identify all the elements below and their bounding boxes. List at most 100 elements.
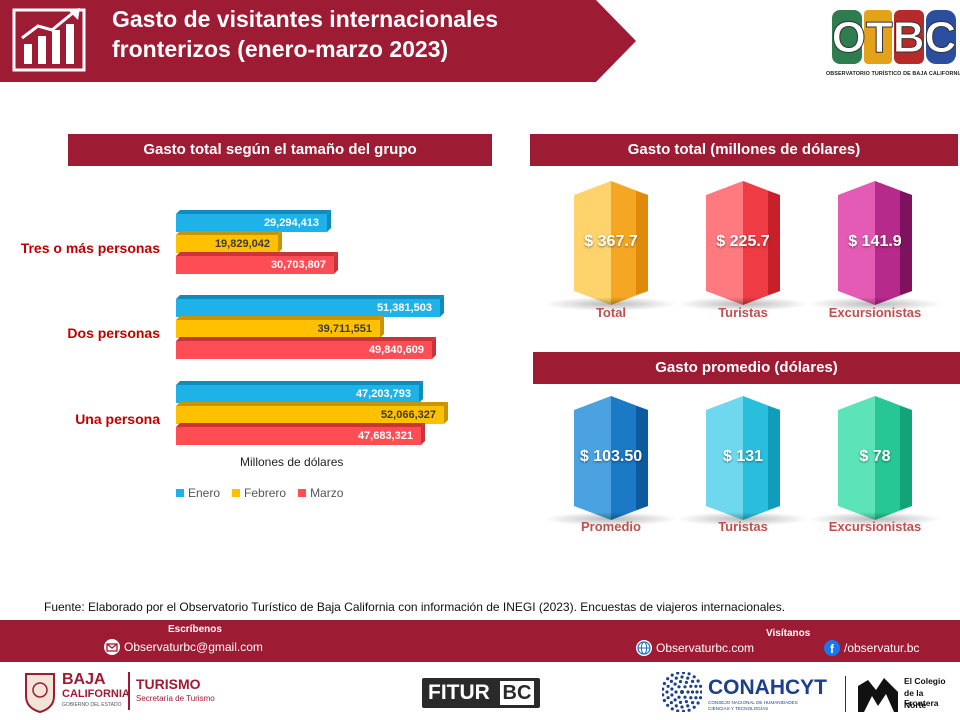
total-spend-category-label: Excursionistas <box>828 305 922 320</box>
total-spend-value-label: $ 141.9 <box>848 233 902 250</box>
svg-text:f: f <box>830 642 835 656</box>
conahcyt-logo: CONAHCYT CONSEJO NACIONAL DE HUMANIDADES… <box>662 672 842 716</box>
website-text: Observaturbc.com <box>656 641 755 655</box>
legend-swatch <box>232 489 241 497</box>
total-spend-column: $ 141.9 <box>838 181 912 305</box>
baja-line1: BAJA <box>62 671 106 688</box>
turismo-sub: Secretaría de Turismo <box>136 694 215 703</box>
column-shadow <box>676 512 810 526</box>
bar-value-label: 47,683,321 <box>357 430 413 442</box>
legend-item-febrero: Febrero <box>232 486 286 500</box>
bar-value-label: 19,829,042 <box>214 238 270 250</box>
conahcyt-sub2: CIENCIAS Y TECNOLOGÍAS <box>708 706 769 711</box>
facebook-link[interactable]: f /observatur.bc <box>824 640 919 656</box>
total-spend-value-label: $ 225.7 <box>716 233 770 250</box>
fitur-text: FITUR <box>428 681 490 704</box>
colef-line3: Norte <box>904 700 927 710</box>
column-shadow <box>544 297 678 311</box>
website-link[interactable]: Observaturbc.com <box>636 640 754 656</box>
bar-value-label: 30,703,807 <box>270 259 326 271</box>
avg-spend-category-label: Promedio <box>581 519 641 534</box>
column-shadow <box>676 297 810 311</box>
bar-value-label: 47,203,793 <box>355 388 411 400</box>
avg-spend-category-label: Excursionistas <box>828 519 922 534</box>
write-heading: Escríbenos <box>168 624 222 635</box>
legend-swatch <box>176 489 184 497</box>
legend-swatch <box>298 489 307 497</box>
avg-spend-column: $ 131 <box>706 396 780 520</box>
avg-spend-value-label: $ 131 <box>722 448 764 465</box>
otbc-logo-caption: OBSERVATORIO TURÍSTICO DE BAJA CALIFORNI… <box>826 71 960 77</box>
baja-california-logo: BAJA CALIFORNIA GOBIERNO DEL ESTADO TURI… <box>22 670 222 714</box>
colef-mountain-icon <box>858 678 898 712</box>
bar-chart-icon <box>8 4 90 74</box>
bar-marzo: 47,683,321 <box>176 423 427 445</box>
column-shadow <box>808 297 942 311</box>
bar-febrero: 52,066,327 <box>176 402 450 424</box>
globe-icon <box>636 640 652 656</box>
header-banner: Gasto de visitantes internacionales fron… <box>0 0 640 82</box>
x-axis-title: Millones de dólares <box>240 455 344 469</box>
page-title-line2: fronterizos (enero-marzo 2023) <box>112 36 449 62</box>
baja-shield-icon <box>25 673 55 714</box>
header-background <box>0 0 636 82</box>
avg-spend-column: $ 103.50 <box>574 396 648 520</box>
otbc-logo-text: OTBC <box>832 13 957 62</box>
bar-febrero: 39,711,551 <box>176 316 386 338</box>
facebook-icon: f <box>824 640 840 656</box>
colef-line1: El Colegio <box>904 676 946 686</box>
column-shadow <box>808 512 942 526</box>
facebook-text: /observatur.bc <box>844 641 920 655</box>
conahcyt-sub1: CONSEJO NACIONAL DE HUMANIDADES <box>708 700 798 705</box>
avg-spend-category-label: Turistas <box>718 519 768 534</box>
logo-divider-2 <box>845 676 846 712</box>
turismo-label: TURISMO <box>136 676 201 692</box>
total-spend-value-label: $ 367.7 <box>584 233 638 250</box>
partner-logos: BAJA CALIFORNIA GOBIERNO DEL ESTADO TURI… <box>0 662 960 720</box>
total-spend-column: $ 367.7 <box>574 181 648 305</box>
legend-label: Marzo <box>310 486 344 500</box>
bar-value-label: 52,066,327 <box>380 409 436 421</box>
legend-label: Enero <box>188 486 221 500</box>
section-header-total-spend: Gasto total (millones de dólares) <box>530 134 958 166</box>
email-icon <box>104 639 120 655</box>
bar-value-label: 49,840,609 <box>368 344 424 356</box>
avg-spend-value-label: $ 78 <box>859 448 891 465</box>
total-spend-category-label: Turistas <box>718 305 768 320</box>
column-shadow <box>544 512 678 526</box>
logo-divider <box>128 672 130 710</box>
total-spend-category-label: Total <box>595 305 627 320</box>
conahcyt-dots-icon <box>662 672 702 712</box>
section-header-group-spend: Gasto total según el tamaño del grupo <box>68 134 492 166</box>
avg-spend-column: $ 78 <box>838 396 912 520</box>
category-label: Dos personas <box>67 325 160 341</box>
bar-value-label: 29,294,413 <box>263 217 319 229</box>
colef-logo: El Colegio de la Frontera Norte <box>858 674 958 716</box>
bar-value-label: 51,381,503 <box>376 302 432 314</box>
chart-legend: Enero Febrero Marzo <box>176 486 343 500</box>
bar-enero: 47,203,793 <box>176 381 425 403</box>
bar-value-label: 39,711,551 <box>317 323 372 335</box>
section-header-avg-spend: Gasto promedio (dólares) <box>533 352 960 384</box>
category-label: Una persona <box>75 411 160 427</box>
bar-enero: 51,381,503 <box>176 295 446 317</box>
legend-label: Febrero <box>244 486 287 500</box>
legend-item-enero: Enero <box>176 486 220 500</box>
bar-enero: 29,294,413 <box>176 210 333 232</box>
bar-marzo: 49,840,609 <box>176 337 438 359</box>
page-title-line1: Gasto de visitantes internacionales <box>112 6 499 32</box>
bar-marzo: 30,703,807 <box>176 252 340 274</box>
page-title: Gasto de visitantes internacionales fron… <box>112 4 592 64</box>
baja-line3: GOBIERNO DEL ESTADO <box>62 702 122 708</box>
visit-heading: Visítanos <box>766 628 811 639</box>
source-note: Fuente: Elaborado por el Observatorio Tu… <box>44 600 786 614</box>
colef-line2: de la Frontera <box>904 688 939 708</box>
category-label: Tres o más personas <box>20 240 160 256</box>
email-link[interactable]: Observaturbc@gmail.com <box>104 639 263 655</box>
bar-febrero: 19,829,042 <box>176 231 284 253</box>
conahcyt-text: CONAHCYT <box>708 676 827 699</box>
baja-line2: CALIFORNIA <box>62 688 130 700</box>
contact-band: Escríbenos Observaturbc@gmail.com Visíta… <box>0 620 960 662</box>
avg-spend-value-label: $ 103.50 <box>579 448 643 465</box>
total-spend-column: $ 225.7 <box>706 181 780 305</box>
